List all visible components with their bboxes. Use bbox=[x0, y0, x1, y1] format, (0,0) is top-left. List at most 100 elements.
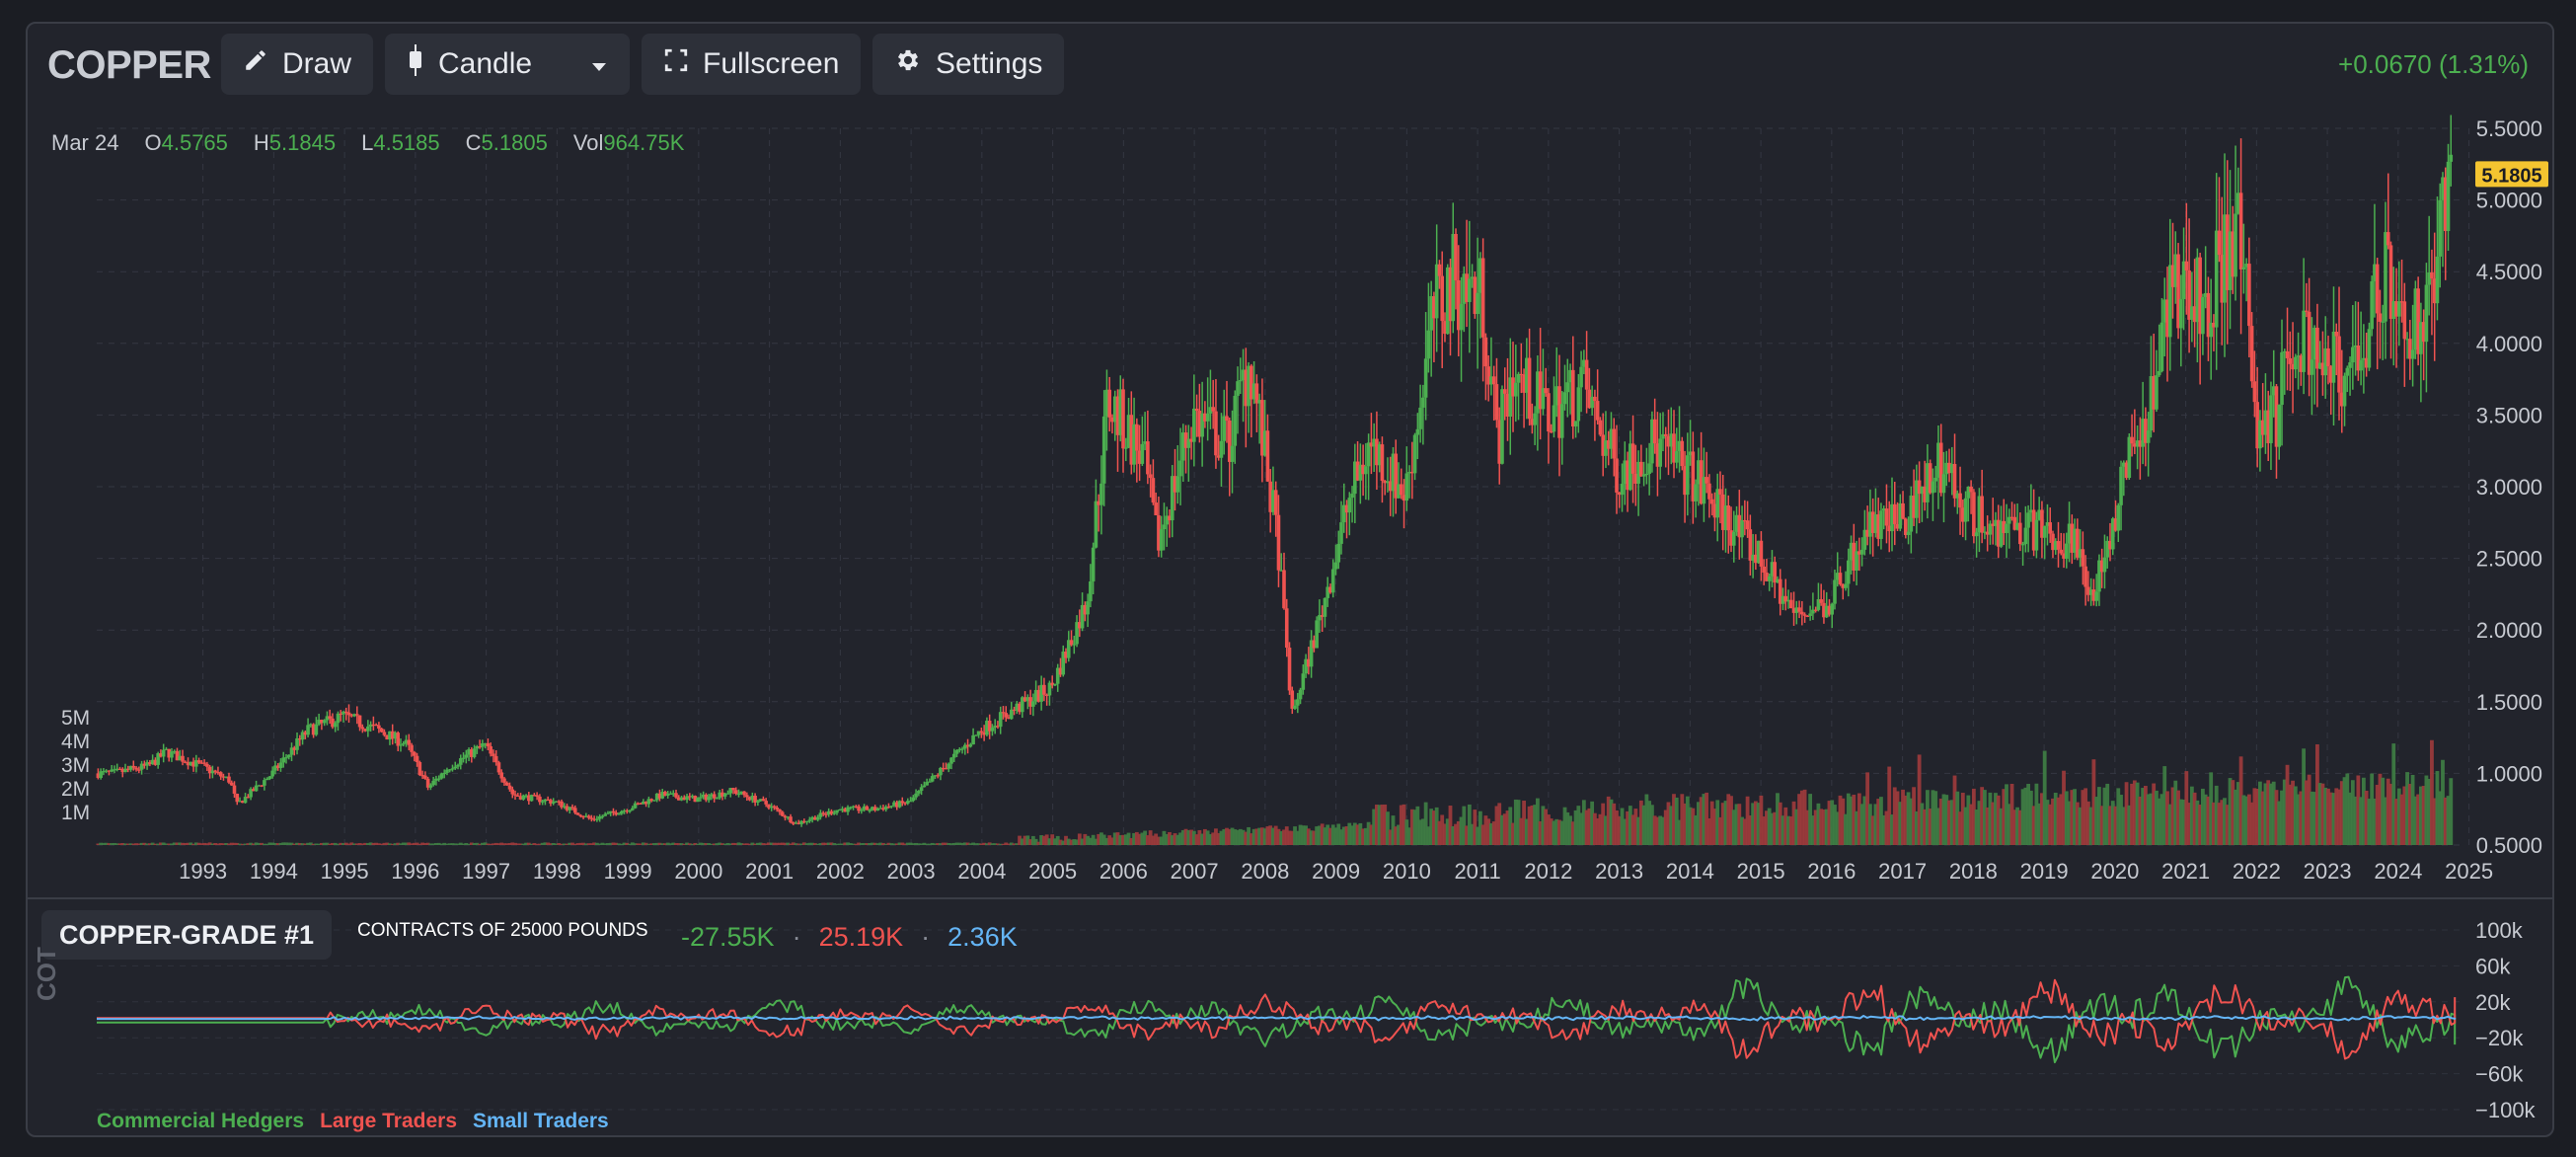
candle-body bbox=[985, 721, 989, 735]
volume-bar bbox=[698, 842, 703, 845]
volume-bar bbox=[1023, 835, 1027, 845]
legend-large[interactable]: Large Traders bbox=[320, 1110, 457, 1132]
volume-bar bbox=[1080, 838, 1085, 845]
chart-canvas[interactable]: 5.50005.00004.50004.00003.50003.00002.50… bbox=[28, 24, 2552, 1135]
candle-body bbox=[1366, 442, 1371, 467]
candle-body bbox=[475, 745, 480, 749]
legend-open: O4.5765 bbox=[144, 130, 228, 155]
volume-bar bbox=[1050, 834, 1055, 845]
candle-body bbox=[586, 815, 591, 818]
candle-body bbox=[1459, 303, 1464, 331]
candle-body bbox=[1720, 494, 1725, 530]
candle-body bbox=[2356, 345, 2361, 371]
candle-body bbox=[2296, 355, 2301, 357]
volume-bar bbox=[1134, 831, 1139, 845]
volume-bar bbox=[257, 842, 262, 845]
volume-bar bbox=[1813, 810, 1818, 845]
candle-body bbox=[346, 712, 351, 716]
candle-body bbox=[1944, 462, 1949, 475]
volume-bar bbox=[2234, 789, 2237, 845]
volume-bar bbox=[1145, 835, 1150, 845]
volume-bar bbox=[2181, 800, 2186, 845]
y-tick-label: 1.5000 bbox=[2476, 690, 2542, 715]
volume-bar bbox=[1949, 800, 1954, 845]
volume-bar bbox=[275, 843, 280, 845]
legend-small[interactable]: Small Traders bbox=[473, 1110, 609, 1132]
volume-bar bbox=[2331, 793, 2336, 845]
candle-body bbox=[1312, 640, 1317, 649]
volume-bar bbox=[1980, 787, 1985, 845]
volume-bar bbox=[325, 842, 330, 845]
volume-bar bbox=[2159, 794, 2164, 845]
candle-body bbox=[352, 714, 356, 717]
candle-body bbox=[2088, 589, 2093, 595]
volume-bar bbox=[1042, 835, 1046, 845]
volume-bar bbox=[431, 843, 436, 845]
legend-commercial[interactable]: Commercial Hedgers bbox=[97, 1110, 305, 1132]
candle-body bbox=[368, 724, 373, 727]
candle-body bbox=[2064, 543, 2069, 559]
candle-body bbox=[1091, 547, 1096, 581]
volume-bar bbox=[1838, 795, 1843, 845]
volume-bar bbox=[718, 842, 722, 845]
candles bbox=[96, 115, 2454, 827]
volume-bar bbox=[900, 842, 905, 845]
volume-bar bbox=[886, 842, 891, 845]
volume-bar bbox=[240, 843, 245, 845]
x-tick-label: 2007 bbox=[1171, 859, 1219, 884]
volume-bar bbox=[1623, 818, 1628, 845]
candle-body bbox=[614, 812, 619, 815]
volume-bar bbox=[1626, 810, 1629, 845]
volume-bar bbox=[357, 842, 362, 845]
volume-bar bbox=[422, 842, 427, 845]
candle-body bbox=[224, 776, 229, 778]
volume-bar bbox=[2339, 781, 2344, 845]
candle-body bbox=[1296, 699, 1300, 706]
candle-body bbox=[786, 816, 791, 818]
settings-button[interactable]: Settings bbox=[872, 34, 1065, 95]
volume-bar bbox=[150, 842, 155, 845]
separator: · bbox=[792, 922, 801, 952]
candle-body bbox=[524, 795, 528, 797]
volume-bar bbox=[1126, 832, 1131, 845]
candle-body bbox=[1250, 365, 1253, 400]
candle-body bbox=[311, 724, 316, 735]
volume-bar bbox=[562, 843, 567, 845]
volume-bar bbox=[1593, 812, 1597, 845]
volume-bar bbox=[2184, 771, 2189, 845]
volume-bar bbox=[164, 843, 169, 845]
volume-bar bbox=[1383, 804, 1388, 845]
candle-body bbox=[210, 770, 215, 774]
candle-body bbox=[2432, 278, 2437, 304]
candle-body bbox=[355, 714, 359, 716]
volume-bar bbox=[2435, 771, 2440, 845]
volume-bar bbox=[1852, 795, 1856, 845]
candle-body bbox=[1214, 411, 1218, 456]
chart-type-dropdown[interactable]: Candle bbox=[385, 34, 630, 95]
candle-body bbox=[1870, 511, 1875, 533]
candle-body bbox=[2410, 349, 2415, 359]
volume-bar bbox=[2244, 796, 2248, 845]
candle-body bbox=[1584, 359, 1589, 390]
draw-button[interactable]: Draw bbox=[221, 34, 374, 95]
volume-bar bbox=[218, 843, 223, 845]
candle-body bbox=[1126, 415, 1131, 448]
volume-bar bbox=[2320, 783, 2325, 845]
candle-body bbox=[1326, 586, 1329, 598]
volume-bar bbox=[704, 843, 709, 845]
candle-body bbox=[470, 749, 474, 757]
fullscreen-button[interactable]: Fullscreen bbox=[642, 34, 862, 95]
volume-bar bbox=[663, 843, 667, 845]
candle-body bbox=[821, 812, 825, 814]
candle-body bbox=[1754, 554, 1758, 564]
volume-bar bbox=[2293, 786, 2298, 845]
candle-body bbox=[928, 781, 932, 783]
volume-bar bbox=[733, 843, 738, 845]
candle-body bbox=[699, 797, 703, 799]
volume-bar bbox=[606, 843, 610, 845]
volume-bar bbox=[665, 842, 670, 845]
candle-body bbox=[1765, 572, 1769, 581]
volume-bar bbox=[560, 843, 564, 845]
volume-bar bbox=[2235, 782, 2240, 845]
volume-bar bbox=[1549, 818, 1553, 845]
